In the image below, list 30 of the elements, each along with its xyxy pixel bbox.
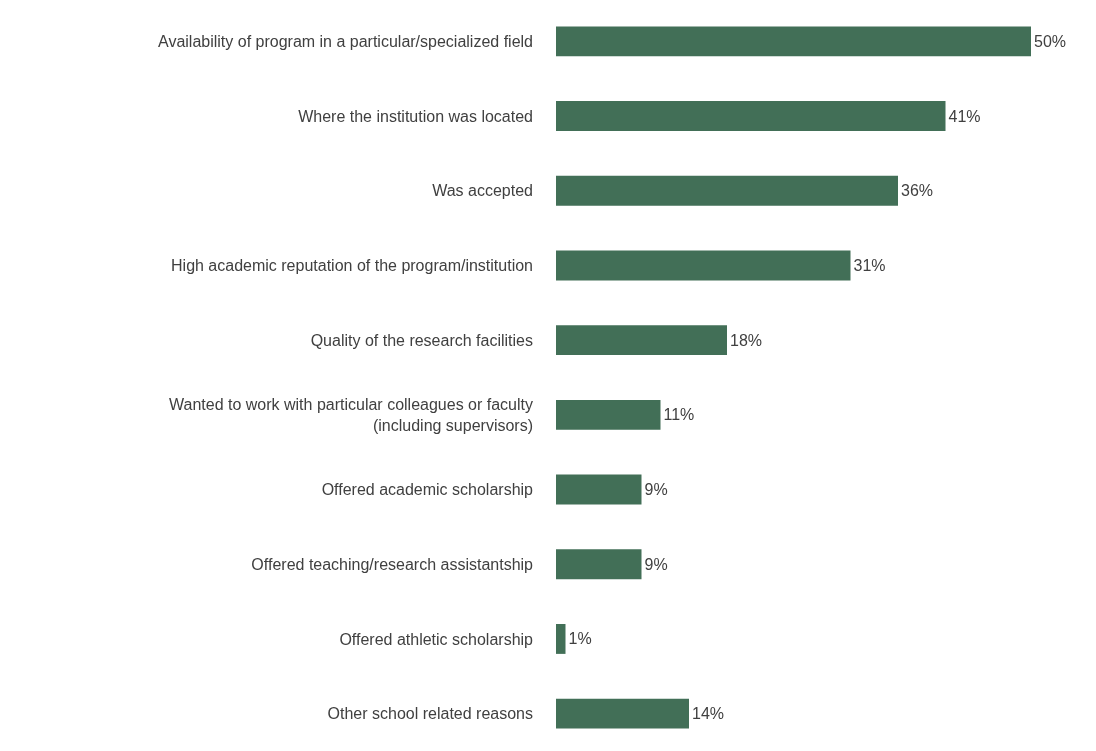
data-label: 50% <box>1034 32 1067 50</box>
y-tick-label: Offered academic scholarship <box>321 481 534 499</box>
bar <box>556 549 642 580</box>
y-tick-label: Wanted to work with particular colleagues or faculty (including supervisors) <box>168 396 533 434</box>
y-tick-label: Other school related reasons <box>327 705 533 723</box>
y-tick-label: Availability of program in a particular/specialized field <box>158 32 533 50</box>
bar <box>556 250 851 281</box>
data-label: 41% <box>948 107 981 125</box>
bar <box>556 698 689 729</box>
data-label: 31% <box>853 256 886 274</box>
bar <box>556 399 661 430</box>
data-label: 18% <box>730 331 763 349</box>
data-label: 9% <box>644 481 668 499</box>
y-tick-label: Offered teaching/research assistantship <box>251 555 534 573</box>
data-label: 14% <box>692 705 725 723</box>
bar <box>556 325 727 356</box>
bar <box>556 624 566 654</box>
bar <box>556 175 898 206</box>
bar <box>556 26 1031 57</box>
bar <box>556 101 946 131</box>
y-tick-label: Where the institution was located <box>298 107 533 125</box>
y-tick-label: Offered athletic scholarship <box>339 630 534 648</box>
data-label: 36% <box>901 182 934 200</box>
data-label: 1% <box>568 630 592 648</box>
y-tick-label: Quality of the research facilities <box>310 331 533 349</box>
bar <box>556 474 642 505</box>
y-tick-label: High academic reputation of the program/institution <box>171 257 533 275</box>
data-label: 9% <box>644 555 668 573</box>
y-tick-label: Was accepted <box>432 182 533 200</box>
data-label: 11% <box>663 406 695 424</box>
